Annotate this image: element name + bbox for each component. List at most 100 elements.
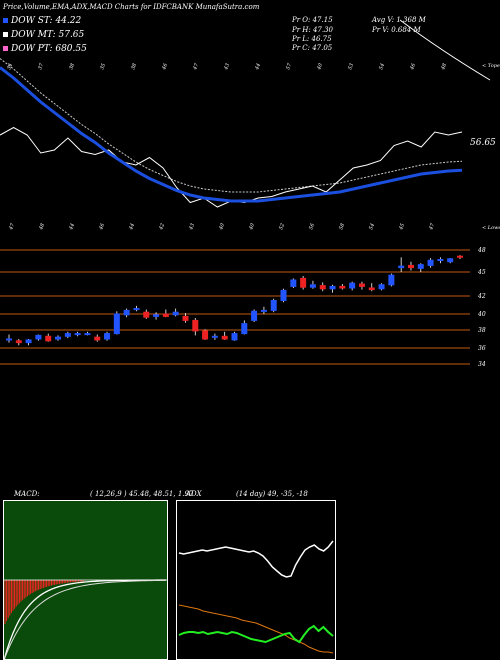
candle-body: [202, 330, 209, 340]
candle-body: [270, 300, 277, 311]
candle-body: [45, 335, 52, 342]
candle-body: [368, 287, 375, 291]
bottom-tick-label: 40: [218, 222, 226, 232]
candle-body: [417, 264, 424, 269]
candle-body: [35, 334, 42, 340]
price-axis-tick: 40: [477, 311, 486, 318]
dow-mt-swatch: [3, 32, 8, 37]
chart-title: Price,Volume,EMA,ADX,MACD Charts for IDF…: [3, 3, 260, 11]
price-panel: 48 45 42 40 38 36 34: [0, 247, 486, 368]
candle-body: [104, 333, 111, 340]
macd-line: [4, 579, 167, 659]
candle-body: [133, 308, 140, 311]
adx-minus-di-line: [178, 604, 334, 654]
price-axis-tick: 34: [478, 361, 486, 368]
bottom-axis-label: < Lower: [482, 225, 500, 231]
adx-title: ADX: [186, 490, 202, 498]
adx-panel: [176, 500, 336, 660]
candle-body: [84, 333, 91, 336]
ema-line: [0, 66, 463, 203]
price-axis-tick: 42: [477, 293, 486, 300]
dow-pt-swatch: [3, 46, 8, 51]
top-tick-label: 47: [192, 62, 200, 72]
macd-panel: [3, 500, 168, 660]
top-tick-label: 38: [130, 63, 138, 71]
top-tick-label: 35: [99, 63, 107, 71]
candle-body: [153, 314, 160, 317]
candle-body: [358, 283, 365, 287]
price-low: Pr L: 46.75: [292, 35, 332, 43]
top-tick-label: 37: [37, 62, 45, 71]
adx-params: (14 day) 49, -35, -18: [236, 490, 308, 498]
dow-mt-label: DOW MT: 57.65: [11, 30, 85, 40]
bottom-tick-label: 40: [248, 222, 256, 232]
candle-body: [407, 264, 414, 269]
candle-body: [309, 284, 316, 288]
top-axis-label: < Toper: [482, 63, 500, 69]
bottom-tick-label: 56: [308, 222, 316, 231]
price-axis-tick: 36: [478, 345, 486, 352]
candle-body: [319, 285, 326, 290]
main-chart: 34 37 38 35 38 46 47 43 44 57 40 53 54 46 48 47 48 44 46 44…: [0, 19, 491, 368]
top-tick-label: 54: [378, 63, 386, 71]
dotted-ema-line: [0, 58, 463, 193]
candle-body: [192, 319, 199, 332]
adx-line: [178, 540, 334, 578]
candle-body: [300, 277, 307, 288]
bottom-tick-label: 45: [398, 223, 406, 232]
candle-body: [6, 338, 12, 341]
candle-body: [329, 285, 336, 290]
price-high: Pr H: 47.30: [292, 26, 334, 34]
price-close: Pr C: 47.05: [292, 44, 333, 52]
adx-plus-di-line: [178, 624, 334, 644]
top-tick-label: 53: [347, 63, 355, 71]
bottom-tick-label: 47: [428, 222, 436, 232]
candle-body: [162, 313, 169, 317]
dow-st-swatch: [3, 18, 8, 23]
top-tick-label: 46: [161, 62, 169, 72]
candle-body: [25, 339, 32, 344]
dow-st-label: DOW ST: 44.22: [11, 16, 82, 26]
bottom-tick-label: 44: [128, 223, 136, 232]
macd-title: MACD:: [14, 490, 40, 498]
bottom-tick-label: 44: [68, 223, 76, 232]
candle-body: [457, 255, 463, 258]
bottom-tick-label: 42: [158, 223, 166, 232]
candle-body: [94, 336, 101, 341]
candle-body: [172, 311, 179, 316]
bottom-tick-label: 48: [38, 223, 46, 232]
price-axis-tick: 38: [478, 327, 486, 334]
bottom-tick-label: 47: [8, 222, 16, 232]
top-tick-label: 44: [254, 63, 262, 72]
price-open: Pr O: 47.15: [292, 16, 333, 24]
candle-body: [398, 265, 405, 269]
candle-body: [123, 309, 130, 316]
top-tick-label: 57: [285, 62, 293, 71]
candle-body: [143, 311, 150, 318]
candle-body: [182, 315, 189, 321]
candle-body: [211, 335, 218, 338]
avg-volume: Avg V: 1.368 M: [372, 16, 426, 24]
candle-body: [241, 323, 248, 335]
bottom-tick-label: 43: [188, 223, 196, 232]
upper-curve: [399, 19, 491, 81]
price-axis-tick: 48: [477, 247, 486, 254]
top-tick-label: 40: [316, 62, 324, 72]
candle-body: [55, 336, 62, 340]
candle-body: [231, 333, 238, 341]
candle-body: [251, 310, 258, 321]
ema-panel: 34 37 38 35 38 46 47 43 44 57 40 53 54 46 48 47 48 44 46 44…: [0, 19, 491, 232]
candle-body: [221, 335, 228, 340]
bottom-tick-label: 52: [278, 223, 286, 231]
candle-body: [113, 313, 120, 335]
bottom-tick-label: 58: [338, 223, 346, 231]
candle-body: [15, 340, 22, 344]
dow-pt-label: DOW PT: 680.55: [11, 44, 87, 54]
top-tick-label: 48: [440, 63, 448, 72]
candle-body: [339, 285, 346, 289]
top-tick-label: 38: [68, 63, 76, 71]
top-tick-label: 43: [223, 63, 231, 72]
candle-body: [378, 284, 385, 290]
top-tick-label: 46: [409, 62, 417, 72]
price-line: [0, 126, 463, 208]
